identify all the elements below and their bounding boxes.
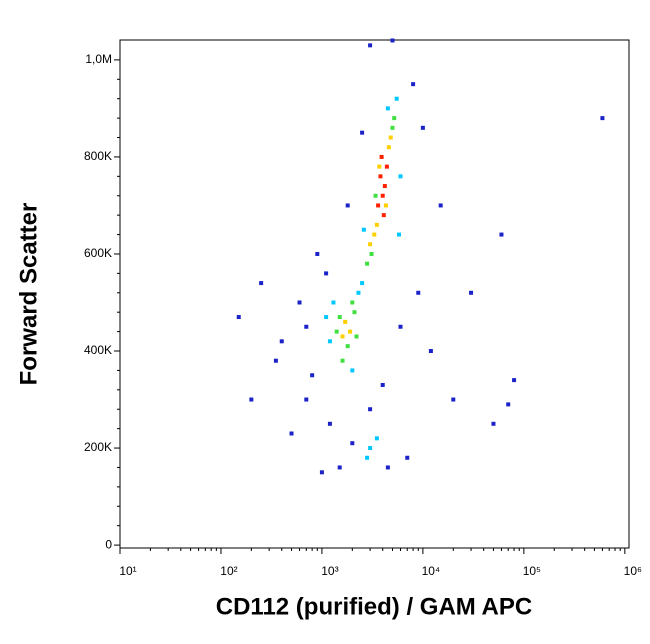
event-dot bbox=[491, 421, 496, 426]
event-dot bbox=[386, 145, 391, 150]
event-dot bbox=[499, 232, 504, 237]
event-dot bbox=[368, 446, 373, 451]
event-dot bbox=[352, 310, 357, 315]
event-dot bbox=[384, 164, 389, 169]
event-dot bbox=[372, 232, 377, 237]
event-dot bbox=[340, 334, 345, 339]
event-dot bbox=[365, 455, 370, 460]
event-dot bbox=[350, 441, 355, 446]
event-dot bbox=[382, 184, 387, 189]
event-dot bbox=[361, 227, 366, 232]
event-dot bbox=[376, 203, 381, 208]
event-dot bbox=[334, 329, 339, 334]
event-dot bbox=[420, 125, 425, 130]
x-tick-label: 10¹ bbox=[119, 564, 136, 578]
event-dot bbox=[380, 382, 385, 387]
event-dot bbox=[374, 436, 379, 441]
event-dot bbox=[398, 324, 403, 329]
event-dot bbox=[394, 96, 399, 101]
event-dot bbox=[512, 378, 517, 383]
event-dot bbox=[469, 290, 474, 295]
event-dot bbox=[506, 402, 511, 407]
event-dot bbox=[354, 334, 359, 339]
x-tick-label: 10⁴ bbox=[422, 564, 441, 578]
event-dot bbox=[368, 242, 373, 247]
y-tick-label: 200K bbox=[84, 440, 112, 454]
event-dot bbox=[390, 38, 395, 43]
event-dot bbox=[327, 339, 332, 344]
event-dot bbox=[378, 174, 383, 179]
event-dot bbox=[392, 116, 397, 121]
event-dot bbox=[249, 397, 254, 402]
event-dot bbox=[297, 300, 302, 305]
event-dot bbox=[327, 421, 332, 426]
event-dot bbox=[337, 315, 342, 320]
event-dot bbox=[411, 82, 416, 87]
event-dot bbox=[337, 465, 342, 470]
event-dot bbox=[360, 130, 365, 135]
event-dot bbox=[374, 222, 379, 227]
event-dot bbox=[356, 290, 361, 295]
event-dot bbox=[368, 407, 373, 412]
x-axis-title: CD112 (purified) / GAM APC bbox=[216, 593, 532, 620]
y-tick-label: 0 bbox=[105, 537, 112, 551]
event-dot bbox=[377, 164, 382, 169]
event-dot bbox=[289, 431, 294, 436]
event-dot bbox=[236, 315, 241, 320]
event-dot bbox=[273, 358, 278, 363]
y-tick-label: 1,0M bbox=[85, 52, 112, 66]
event-dot bbox=[360, 281, 365, 286]
event-dot bbox=[331, 300, 336, 305]
event-dot bbox=[600, 116, 605, 121]
event-dot bbox=[380, 193, 385, 198]
event-dot bbox=[388, 135, 393, 140]
event-dot bbox=[369, 251, 374, 256]
event-dot bbox=[379, 154, 384, 159]
event-dot bbox=[416, 290, 421, 295]
x-tick-label: 10³ bbox=[321, 564, 338, 578]
event-dot bbox=[348, 329, 353, 334]
event-dot bbox=[315, 251, 320, 256]
event-dot bbox=[398, 174, 403, 179]
event-dot bbox=[350, 368, 355, 373]
y-tick-label: 600K bbox=[84, 246, 112, 260]
event-dot bbox=[304, 324, 309, 329]
event-dot bbox=[451, 397, 456, 402]
event-dot bbox=[368, 43, 373, 48]
y-tick-label: 800K bbox=[84, 149, 112, 163]
x-tick-label: 10⁶ bbox=[624, 564, 642, 578]
event-dot bbox=[304, 397, 309, 402]
event-dot bbox=[397, 232, 402, 237]
event-dot bbox=[385, 465, 390, 470]
event-dot bbox=[340, 358, 345, 363]
event-dot bbox=[343, 319, 348, 324]
x-tick-label: 10⁵ bbox=[523, 564, 541, 578]
y-tick-label: 400K bbox=[84, 343, 112, 357]
event-dot bbox=[405, 455, 410, 460]
event-dot bbox=[390, 125, 395, 130]
event-dot bbox=[373, 193, 378, 198]
event-dot bbox=[259, 281, 264, 286]
event-dot bbox=[345, 203, 350, 208]
event-dot bbox=[319, 470, 324, 475]
event-dot bbox=[324, 271, 329, 276]
event-dot bbox=[365, 261, 370, 266]
event-dot bbox=[324, 315, 329, 320]
plot-frame bbox=[119, 39, 630, 549]
x-tick-label: 10² bbox=[220, 564, 237, 578]
event-dot bbox=[279, 339, 284, 344]
y-axis-title: Forward Scatter bbox=[15, 203, 42, 386]
event-dot bbox=[310, 373, 315, 378]
event-dot bbox=[350, 300, 355, 305]
event-dot bbox=[345, 344, 350, 349]
event-dot bbox=[385, 106, 390, 111]
event-dot bbox=[381, 213, 386, 218]
event-dot bbox=[428, 349, 433, 354]
event-dot bbox=[383, 203, 388, 208]
event-dot bbox=[438, 203, 443, 208]
